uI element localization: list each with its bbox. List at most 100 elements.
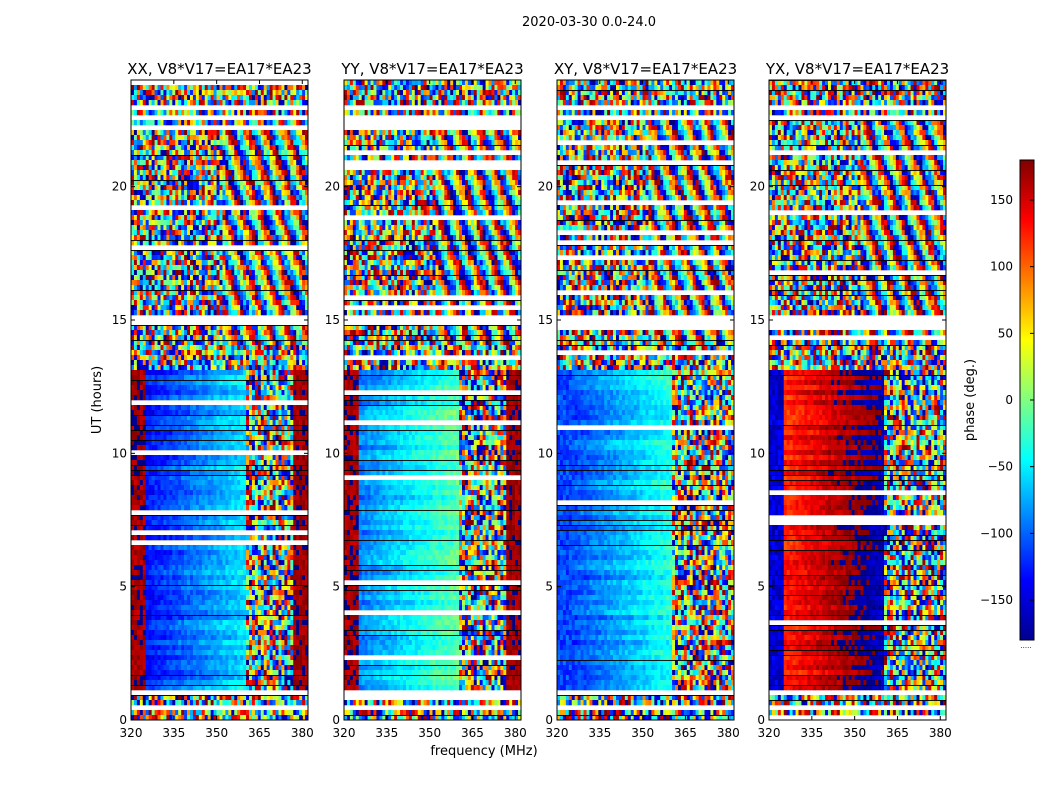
heatmap-cell [281, 85, 285, 91]
heatmap-cell [246, 250, 250, 256]
heatmap-cell [131, 385, 135, 391]
heatmap-cell [254, 460, 259, 466]
heatmap-cell [296, 415, 300, 421]
heatmap-cell [133, 210, 138, 216]
heatmap-cell [251, 480, 256, 486]
heatmap-cell [231, 175, 235, 181]
heatmap-cell [240, 240, 244, 246]
heatmap-cell [145, 390, 149, 396]
heatmap-cell [169, 480, 173, 486]
heatmap-cell [240, 500, 244, 506]
heatmap-cell [198, 550, 203, 556]
heatmap-cell [287, 495, 291, 501]
heatmap-cell [251, 90, 256, 96]
heatmap-cell [290, 410, 294, 416]
heatmap-cell [287, 455, 291, 461]
heatmap-cell [281, 170, 285, 176]
heatmap-cell [293, 350, 297, 356]
heatmap-cell [296, 520, 300, 526]
heatmap-cell [278, 270, 282, 276]
heatmap-cell [187, 395, 191, 401]
heatmap-cell [210, 360, 214, 366]
heatmap-cell [142, 170, 147, 176]
heatmap-cell [145, 445, 149, 451]
heatmap-cell [234, 435, 238, 441]
heatmap-cell [166, 275, 170, 281]
heatmap-cell [184, 215, 188, 221]
heatmap-cell [302, 490, 306, 496]
heatmap-cell [187, 435, 191, 441]
heatmap-cell [305, 250, 309, 256]
heatmap-cell [305, 370, 309, 376]
heatmap-cell [278, 235, 282, 241]
heatmap-cell [251, 85, 256, 91]
heatmap-cell [272, 100, 276, 106]
heatmap-cell [219, 180, 223, 186]
heatmap-cell [257, 240, 262, 246]
heatmap-cell [290, 175, 294, 181]
heatmap-cell [290, 455, 294, 461]
heatmap-cell [237, 130, 241, 136]
heatmap-cell [231, 140, 235, 146]
heatmap-cell [210, 410, 214, 416]
heatmap-cell [184, 455, 188, 461]
heatmap-cell [305, 470, 309, 476]
heatmap-cell [148, 495, 152, 501]
heatmap-cell [275, 430, 279, 436]
heatmap-cell [192, 140, 197, 146]
heatmap-cell [299, 175, 303, 181]
heatmap-cell [281, 525, 285, 531]
heatmap-cell [172, 445, 176, 451]
heatmap-cell [172, 350, 176, 356]
row-separator [131, 425, 308, 426]
heatmap-cell [284, 215, 288, 221]
heatmap-cell [175, 235, 179, 241]
heatmap-cell [228, 90, 232, 96]
heatmap-cell [166, 475, 170, 481]
heatmap-cell [281, 440, 285, 446]
heatmap-cell [139, 470, 144, 476]
heatmap-cell [249, 405, 253, 411]
heatmap-cell [207, 210, 211, 216]
heatmap-cell [190, 465, 194, 471]
heatmap-cell [169, 475, 173, 481]
heatmap-cell [216, 370, 220, 376]
heatmap-cell [216, 195, 220, 201]
heatmap-cell [290, 110, 294, 116]
heatmap-cell [222, 310, 226, 316]
heatmap-cell [302, 130, 306, 136]
heatmap-cell [148, 390, 152, 396]
heatmap-cell [198, 435, 203, 441]
heatmap-cell [139, 285, 144, 291]
heatmap-cell [284, 345, 288, 351]
heatmap-cell [299, 290, 303, 296]
heatmap-cell [231, 135, 235, 141]
heatmap-cell [133, 280, 138, 286]
heatmap-cell [172, 220, 176, 226]
heatmap-cell [290, 280, 294, 286]
heatmap-cell [204, 405, 208, 411]
heatmap-cell [192, 550, 197, 556]
heatmap-cell [163, 300, 167, 306]
heatmap-cell [145, 270, 149, 276]
heatmap-cell [190, 240, 194, 246]
heatmap-cell [216, 200, 220, 206]
heatmap-cell [234, 290, 238, 296]
heatmap-cell [213, 230, 217, 236]
heatmap-cell [290, 305, 294, 311]
heatmap-cell [290, 255, 294, 261]
heatmap-cell [192, 535, 197, 541]
heatmap-cell [231, 225, 235, 231]
heatmap-cell [225, 470, 229, 476]
heatmap-cell [169, 140, 173, 146]
heatmap-cell [225, 220, 229, 226]
heatmap-cell [302, 305, 306, 311]
heatmap-cell [192, 495, 197, 501]
heatmap-cell [284, 160, 288, 166]
heatmap-cell [175, 385, 179, 391]
heatmap-cell [210, 515, 214, 521]
heatmap-cell [299, 425, 303, 431]
heatmap-cell [284, 195, 288, 201]
heatmap-cell [243, 490, 247, 496]
heatmap-cell [160, 180, 164, 186]
